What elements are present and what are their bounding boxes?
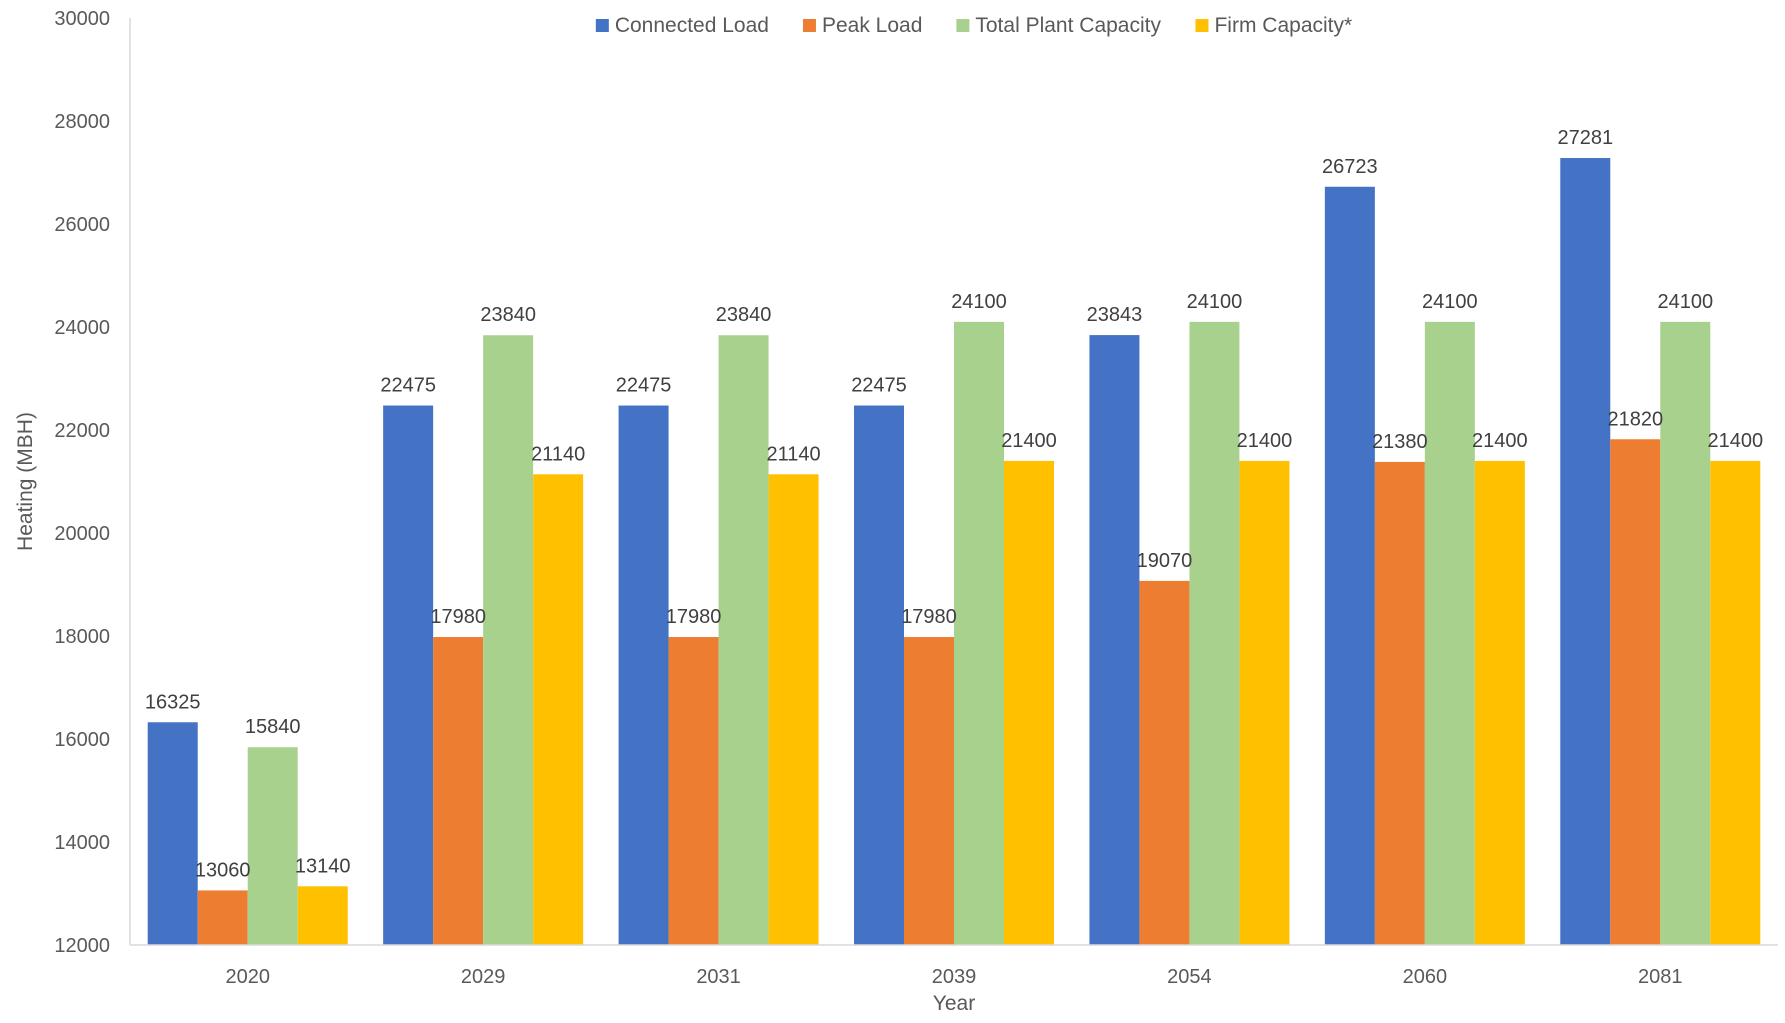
bar [1374,461,1425,945]
data-label: 17980 [430,606,486,628]
x-tick-label: 2081 [1638,966,1683,988]
y-axis-title: Heating (MBH) [14,412,37,551]
legend-swatch [595,19,609,32]
data-label: 24100 [1187,291,1243,313]
bar [768,474,819,945]
legend-item: Connected Load [595,14,769,37]
legend-item: Total Plant Capacity [956,14,1161,37]
bar [1139,580,1190,945]
bar [904,637,954,945]
x-tick-label: 2039 [932,966,977,988]
y-tick-label: 12000 [54,935,110,957]
x-tick-label: 2020 [225,966,270,988]
legend-swatch [802,19,816,32]
data-label: 23840 [716,304,772,326]
bar [1004,460,1054,945]
bar [618,405,669,946]
data-label: 13060 [195,859,251,881]
bar [197,890,248,945]
legend-item: Firm Capacity* [1195,14,1352,37]
bar [1560,158,1611,945]
bar [433,637,484,945]
x-axis-title: Year [933,992,975,1015]
data-label: 17980 [901,606,957,628]
y-tick-label: 14000 [54,832,110,854]
data-label: 21140 [531,443,585,465]
y-tick-label: 26000 [54,214,110,236]
bar [1710,460,1761,945]
bar [1660,321,1711,946]
legend: Connected Load Peak Load Total Plant Capac… [595,14,1352,37]
bar [1189,321,1240,946]
data-label: 23843 [1087,304,1143,326]
x-tick-label: 2054 [1167,966,1212,988]
bar [533,474,584,945]
legend-swatch [1195,19,1209,32]
y-axis-ticks: 12000 14000 16000 18000 20000 22000 24000 26000… [54,8,110,957]
y-tick-label: 30000 [54,8,110,30]
x-tick-label: 2029 [461,966,506,988]
legend-swatch [956,19,970,32]
bar [1424,321,1475,946]
y-tick-label: 16000 [54,729,110,751]
data-label: 22475 [616,375,672,397]
y-tick-label: 22000 [54,420,110,442]
bar [1610,439,1661,945]
x-axis-ticks: 2020 2029 2031 2039 2054 2060 2081 [225,966,1682,988]
y-tick-label: 18000 [54,626,110,648]
data-label: 24100 [1657,291,1713,313]
legend-label: Connected Load [615,14,769,37]
data-label: 15840 [245,716,301,738]
data-label: 22475 [380,375,436,397]
bar [247,747,298,945]
legend-label: Peak Load [822,14,922,37]
data-label: 21380 [1372,431,1428,453]
data-label: 19070 [1137,550,1193,572]
x-tick-label: 2060 [1403,966,1448,988]
bars [147,158,1761,946]
legend-label: Firm Capacity* [1214,14,1352,37]
data-label: 17980 [666,606,722,628]
y-tick-label: 20000 [54,523,110,545]
data-labels: 16325 13060 15840 13140 22475 17980 23840 21140… [145,127,1763,881]
data-label: 21400 [1472,430,1528,452]
data-label: 22475 [851,375,907,397]
bar [1089,335,1140,945]
legend-item: Peak Load [802,14,922,37]
y-tick-label: 24000 [54,317,110,339]
data-label: 21820 [1607,408,1663,430]
x-tick-label: 2031 [696,966,741,988]
bar [147,722,198,945]
bar [718,335,769,945]
data-label: 26723 [1322,156,1378,178]
data-label: 27281 [1557,127,1613,149]
y-tick-label: 28000 [54,111,110,133]
data-label: 21400 [1001,430,1057,452]
data-label: 23840 [480,304,536,326]
bar [1474,460,1525,945]
bar [1239,460,1290,945]
bar [297,886,348,945]
bar [668,637,719,945]
data-label: 21400 [1707,430,1763,452]
bar [483,335,534,945]
data-label: 21400 [1237,430,1293,452]
bar [854,405,904,946]
data-label: 24100 [1422,291,1478,313]
data-label: 24100 [951,291,1007,313]
bar [383,405,434,946]
bar [1324,186,1375,945]
bar [954,321,1004,946]
legend-label: Total Plant Capacity [975,14,1161,37]
data-label: 16325 [145,691,201,713]
data-label: 13140 [295,855,351,877]
data-label: 21140 [767,443,821,465]
